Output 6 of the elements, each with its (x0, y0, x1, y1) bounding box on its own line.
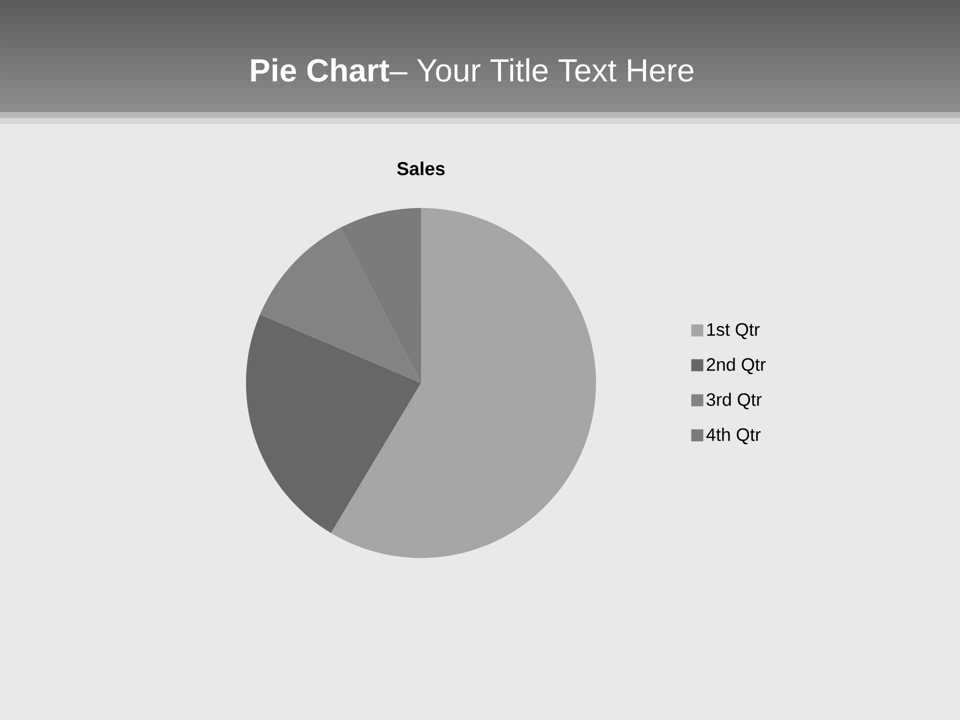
legend-label: 2nd Qtr (706, 358, 766, 374)
legend-label: 1st Qtr (707, 323, 760, 340)
legend-label: 3rd Qtr (706, 392, 762, 410)
chart-subtitle: Sales (397, 162, 445, 176)
chart-title: Pie Chart– Your Title Text Here (251, 58, 694, 82)
legend-label: 4th Qtr (706, 428, 761, 444)
